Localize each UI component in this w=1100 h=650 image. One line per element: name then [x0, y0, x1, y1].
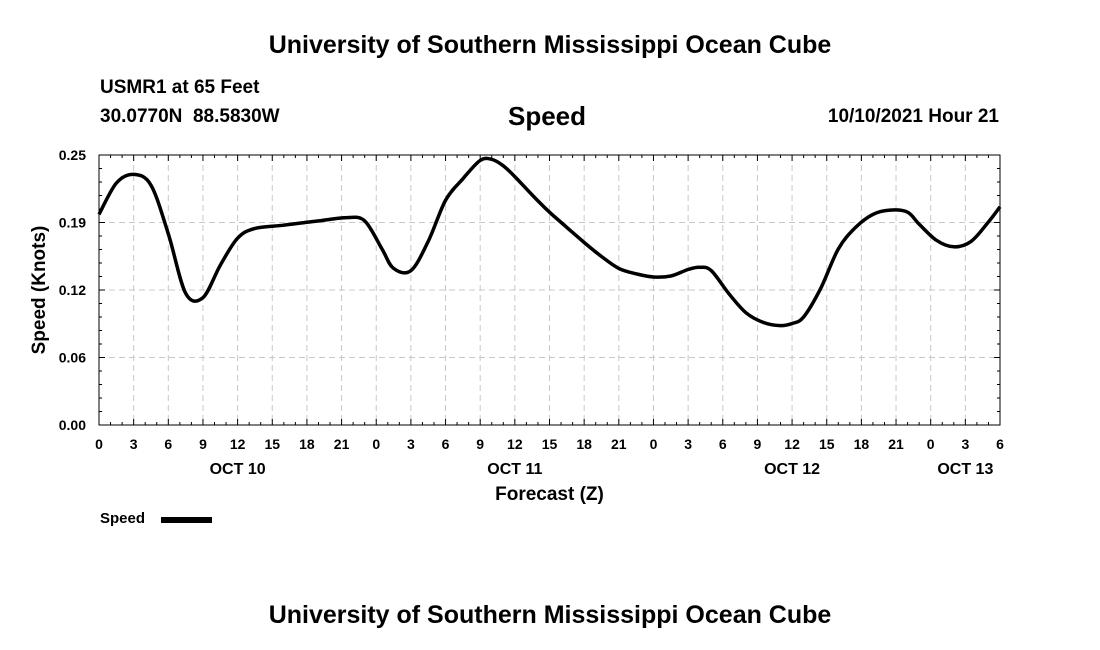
x-tick-label: 12	[784, 436, 800, 452]
x-tick-label: 15	[819, 436, 835, 452]
x-tick-label: 3	[961, 436, 969, 452]
y-tick-label: 0.25	[59, 147, 86, 163]
x-tick-label: 9	[754, 436, 762, 452]
x-tick-label: 3	[407, 436, 415, 452]
x-tick-label: 3	[130, 436, 138, 452]
x-tick-label: 18	[854, 436, 870, 452]
x-tick-label: 0	[927, 436, 935, 452]
legend-swatch	[161, 517, 212, 523]
x-tick-label: 6	[719, 436, 727, 452]
day-label: OCT 13	[937, 461, 993, 478]
top-title: University of Southern Mississippi Ocean…	[268, 31, 832, 59]
x-tick-label: 6	[996, 436, 1004, 452]
x-tick-label: 6	[442, 436, 450, 452]
day-label: OCT 11	[487, 461, 542, 478]
y-tick-label: 0.12	[59, 282, 86, 298]
x-tick-label: 18	[576, 436, 592, 452]
coordinates-label: 30.0770N 88.5830W	[100, 106, 280, 127]
x-tick-label: 9	[199, 436, 207, 452]
x-tick-label: 0	[372, 436, 380, 452]
y-tick-label: 0.00	[59, 417, 86, 433]
x-tick-label: 18	[299, 436, 315, 452]
x-tick-label: 12	[507, 436, 523, 452]
x-tick-label: 0	[95, 436, 103, 452]
x-tick-label: 6	[164, 436, 172, 452]
x-tick-label: 15	[542, 436, 558, 452]
x-tick-label: 0	[650, 436, 658, 452]
x-tick-label: 21	[334, 436, 350, 452]
y-axis-title: Speed (Knots)	[29, 226, 50, 355]
x-tick-label: 9	[476, 436, 484, 452]
x-tick-label: 21	[888, 436, 904, 452]
station-label: USMR1 at 65 Feet	[100, 77, 260, 98]
speed-series-line	[97, 156, 1002, 328]
day-label: OCT 10	[210, 461, 266, 478]
y-tick-label: 0.19	[59, 215, 86, 231]
y-tick-label: 0.06	[59, 350, 86, 366]
chart-name: Speed	[508, 101, 587, 131]
bottom-title: University of Southern Mississippi Ocean…	[268, 601, 832, 629]
datetime-label: 10/10/2021 Hour 21	[827, 106, 999, 127]
legend-label: Speed	[100, 510, 146, 527]
x-tick-label: 3	[684, 436, 692, 452]
x-tick-label: 21	[611, 436, 627, 452]
x-axis-title: Forecast (Z)	[495, 484, 604, 505]
x-tick-label: 12	[230, 436, 246, 452]
day-label: OCT 12	[764, 461, 820, 478]
x-tick-label: 15	[264, 436, 280, 452]
